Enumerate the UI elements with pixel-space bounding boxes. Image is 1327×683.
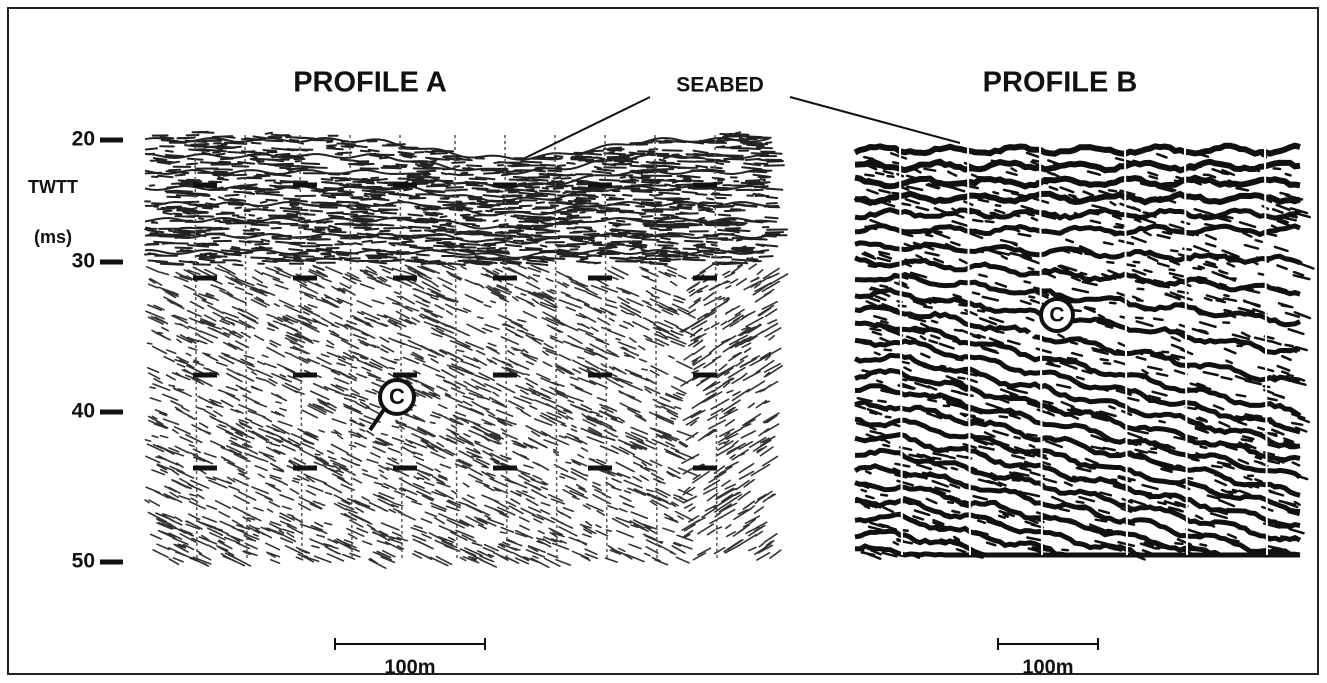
trace-line (454, 134, 458, 561)
tick-label: 30 (72, 250, 95, 273)
trace-line (654, 134, 658, 561)
scale-label: 100m (1022, 656, 1073, 678)
trace-line (399, 134, 403, 561)
reflector (144, 136, 770, 161)
reflector (144, 184, 770, 203)
tick-label: 20 (72, 128, 95, 151)
scale-label: 100m (384, 656, 435, 678)
trace-line (1184, 144, 1188, 556)
scale-bar (334, 638, 1099, 650)
reflector (144, 168, 770, 190)
marker-label: C (1049, 304, 1064, 327)
trace-line (349, 134, 353, 561)
trace-line (1124, 144, 1128, 556)
trace-line (554, 134, 558, 561)
reflector (854, 416, 1301, 515)
reflector (854, 174, 1301, 190)
reflector (145, 200, 770, 217)
trace-line (244, 134, 248, 561)
reflector (853, 255, 1301, 297)
trace-line (504, 134, 508, 561)
trace-line (967, 144, 971, 556)
reflector (144, 256, 789, 569)
reflector (144, 248, 770, 259)
marker-label: C (389, 384, 405, 409)
axis-label: TWTT (28, 177, 78, 197)
reflector (144, 232, 770, 245)
trace-line (194, 134, 198, 561)
trace-line (604, 134, 608, 561)
trace-line (714, 134, 718, 561)
seabed-pointer (789, 96, 961, 144)
trace-line (1264, 144, 1268, 556)
marker: C (368, 378, 416, 432)
reflector (854, 287, 1301, 356)
trace-line (1039, 144, 1043, 556)
frame (7, 7, 1319, 675)
reflector (144, 152, 770, 175)
reflector (854, 304, 1301, 383)
seabed-label: SEABED (676, 74, 764, 97)
trace-line (899, 144, 903, 556)
reflector (854, 240, 1301, 266)
reflector (853, 149, 1315, 561)
profile-title: PROFILE B (983, 67, 1138, 99)
tick-label: 40 (72, 400, 95, 423)
profile-title: PROFILE A (293, 67, 447, 99)
reflector (854, 223, 1301, 238)
reflector (144, 216, 770, 231)
reflector (853, 142, 1301, 157)
reflector (144, 130, 789, 267)
reflector (854, 511, 1300, 558)
axis-unit: (ms) (34, 227, 72, 247)
reflector (854, 367, 1301, 463)
reflector (854, 399, 1301, 498)
reflector (854, 271, 1302, 328)
seismic-texture (144, 130, 1315, 569)
seabed-pointer (524, 96, 651, 159)
reflector (854, 543, 1300, 558)
tick-label: 50 (72, 550, 95, 573)
reflector (854, 447, 1302, 543)
reflector (854, 207, 1302, 221)
marker: C (1020, 297, 1075, 344)
reflector (854, 383, 1302, 480)
trace-line (299, 134, 303, 561)
